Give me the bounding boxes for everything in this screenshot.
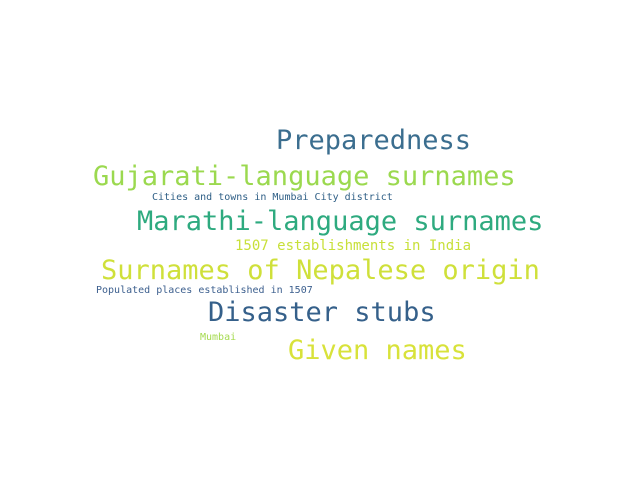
word-populated-places-established-in-1507: Populated places established in 1507: [96, 285, 313, 296]
word-disaster-stubs: Disaster stubs: [208, 297, 436, 328]
word-cities-and-towns-in-mumbai-city-district: Cities and towns in Mumbai City district: [152, 192, 393, 203]
word-mumbai: Mumbai: [200, 332, 237, 343]
word-gujarati-language-surnames: Gujarati-language surnames: [93, 161, 516, 192]
word-preparedness: Preparedness: [276, 125, 472, 156]
word-marathi-language-surnames: Marathi-language surnames: [137, 206, 544, 237]
word-surnames-of-nepalese-origin: Surnames of Nepalese origin: [101, 255, 540, 286]
word-given-names: Given names: [288, 335, 467, 366]
word-1507-establishments-in-india: 1507 establishments in India: [235, 238, 472, 254]
